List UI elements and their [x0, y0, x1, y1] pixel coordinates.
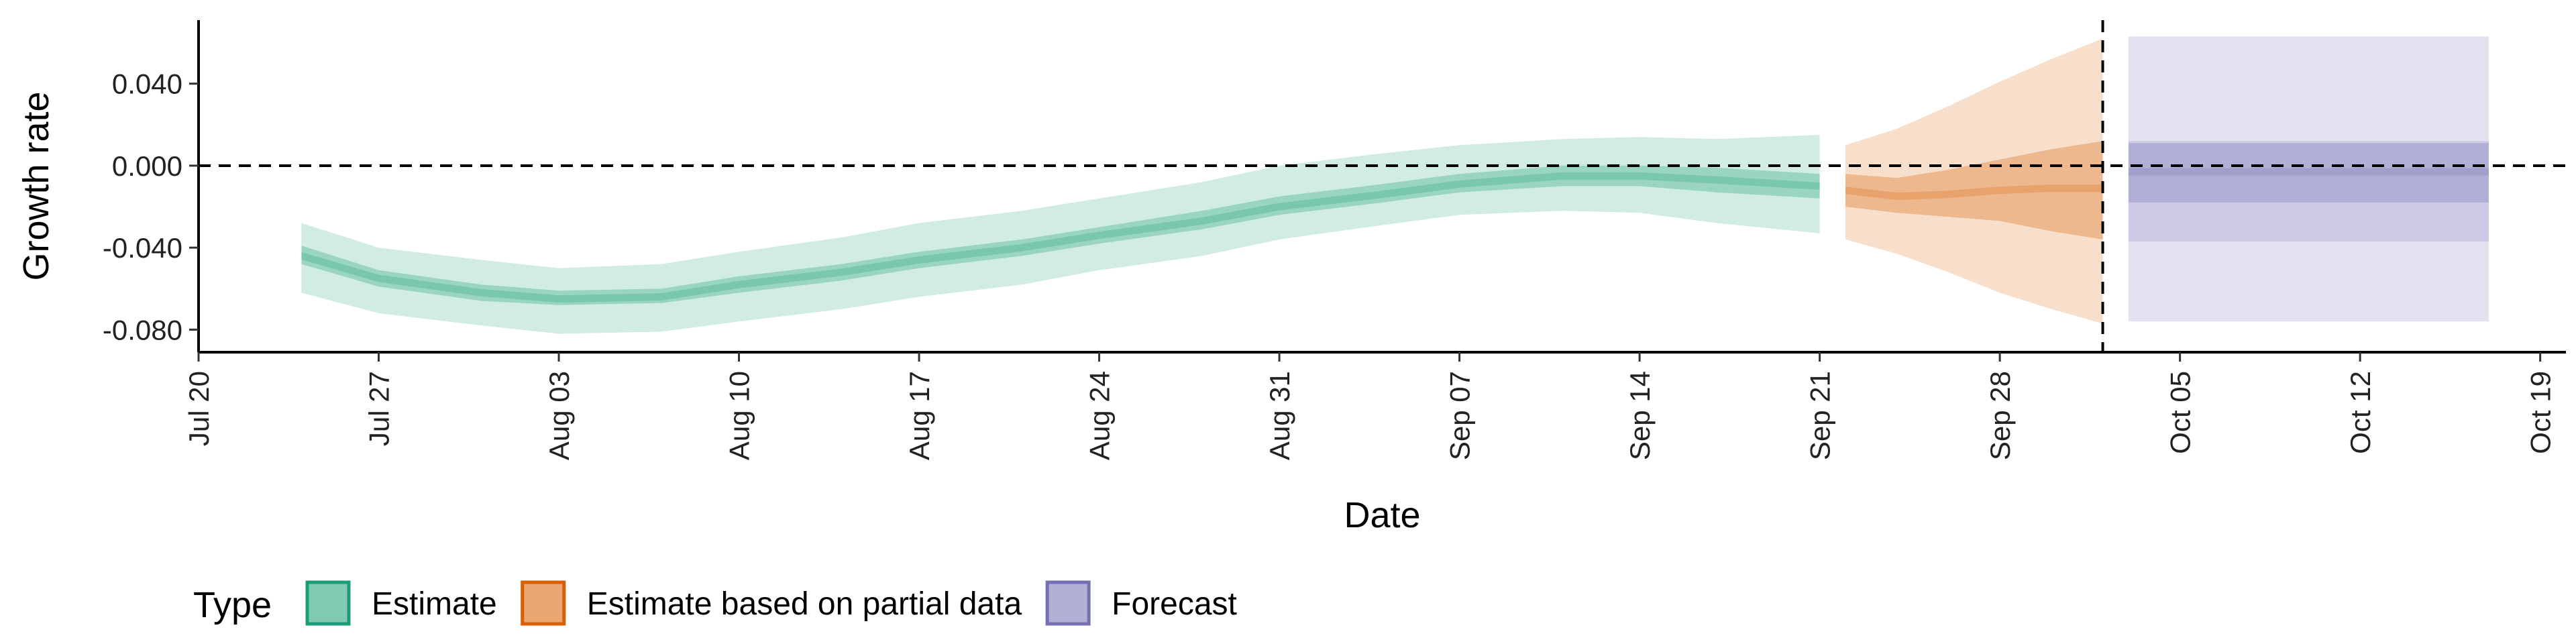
x-tick-label: Jul 27	[364, 371, 395, 446]
legend-swatch-1	[305, 580, 351, 626]
reference-lines	[199, 20, 2566, 352]
x-axis-ticks: Jul 20 Jul 27 Aug 03 Aug 10 Aug 17 Aug 24 Aug …	[183, 352, 2557, 460]
series-1-50-band	[301, 165, 1820, 305]
x-tick-label: Oct 05	[2165, 371, 2196, 454]
x-tick-label: Oct 12	[2345, 371, 2376, 454]
x-tick-label: Oct 19	[2525, 371, 2557, 454]
series-1-90-band	[301, 135, 1820, 334]
x-tick-label: Aug 31	[1264, 371, 1295, 460]
y-axis-ticks: 0.040 0.000 -0.040 -0.080	[103, 68, 199, 345]
legend-label-1: Estimate	[372, 586, 497, 622]
legend-swatch-2	[521, 580, 566, 626]
legend-label-3: Forecast	[1112, 586, 1237, 622]
y-tick-label: -0.040	[103, 232, 182, 264]
series-2-median-band	[1845, 184, 2103, 201]
x-tick-label: Sep 21	[1805, 371, 1836, 460]
series-3-50-band	[2128, 143, 2489, 203]
x-tick-label: Sep 07	[1444, 371, 1476, 460]
y-tick-label: 0.040	[112, 68, 182, 100]
legend-swatch-3	[1045, 580, 1091, 626]
x-axis-title: Date	[1344, 495, 1420, 535]
series-2-90-band	[1845, 38, 2103, 324]
x-tick-label: Aug 17	[904, 371, 935, 460]
series-1-median-band	[301, 172, 1820, 303]
y-tick-label: 0.000	[112, 150, 182, 182]
legend-label-2: Estimate based on partial data	[587, 586, 1022, 622]
series-3-outer-band	[2128, 36, 2489, 322]
uncertainty-bands	[301, 36, 2489, 334]
x-tick-label: Aug 24	[1084, 371, 1116, 460]
legend: Type Estimate Estimate based on partial d…	[193, 580, 1237, 626]
series-3-median-band	[2128, 168, 2489, 176]
legend-title: Type	[193, 585, 272, 625]
x-tick-label: Aug 10	[724, 371, 755, 460]
x-tick-label: Sep 28	[1984, 371, 2016, 460]
y-axis-title: Growth rate	[16, 91, 56, 280]
x-tick-label: Sep 14	[1624, 371, 1656, 460]
x-tick-label: Jul 20	[183, 371, 215, 446]
y-tick-label: -0.080	[103, 314, 182, 345]
x-tick-label: Aug 03	[543, 371, 575, 460]
axes	[197, 20, 2566, 354]
